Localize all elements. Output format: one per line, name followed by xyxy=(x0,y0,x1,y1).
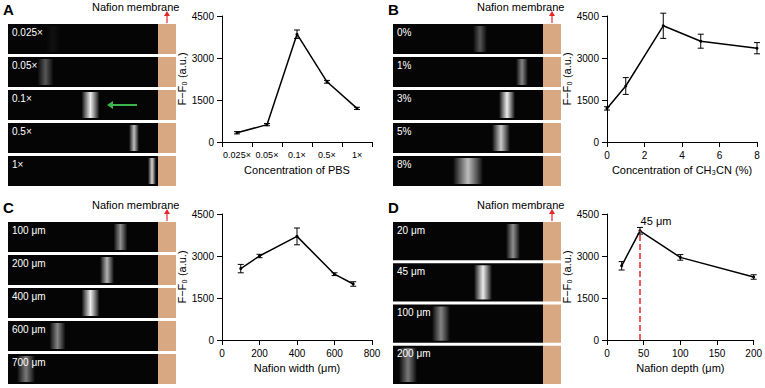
svg-text:1500: 1500 xyxy=(192,95,215,106)
svg-text:0%: 0% xyxy=(397,27,412,38)
svg-text:0: 0 xyxy=(208,335,214,346)
svg-text:50: 50 xyxy=(638,348,650,359)
svg-text:1×: 1× xyxy=(352,150,362,160)
svg-text:D: D xyxy=(388,199,399,216)
svg-text:1×: 1× xyxy=(12,159,24,170)
svg-text:8%: 8% xyxy=(397,159,412,170)
svg-text:F−F₀ (a.u.): F−F₀ (a.u.) xyxy=(561,52,573,105)
svg-text:F−F₀ (a.u.): F−F₀ (a.u.) xyxy=(176,250,188,303)
svg-text:5%: 5% xyxy=(397,126,412,137)
svg-text:Nafion width (μm): Nafion width (μm) xyxy=(254,362,340,374)
svg-text:45 μm: 45 μm xyxy=(397,266,425,277)
svg-text:0: 0 xyxy=(604,150,610,161)
svg-text:0: 0 xyxy=(219,348,225,359)
svg-text:800: 800 xyxy=(364,348,381,359)
svg-text:A: A xyxy=(3,1,14,18)
svg-text:3000: 3000 xyxy=(192,251,215,262)
svg-text:Nafion membrane: Nafion membrane xyxy=(92,1,179,13)
svg-text:0.025×: 0.025× xyxy=(223,150,251,160)
svg-text:1500: 1500 xyxy=(577,95,600,106)
svg-text:C: C xyxy=(3,199,14,216)
svg-text:700 μm: 700 μm xyxy=(12,357,46,368)
svg-text:0.1×: 0.1× xyxy=(288,150,306,160)
svg-text:3%: 3% xyxy=(397,93,412,104)
svg-text:400 μm: 400 μm xyxy=(12,291,46,302)
svg-text:Nafion depth (μm): Nafion depth (μm) xyxy=(636,362,724,374)
svg-text:100 μm: 100 μm xyxy=(397,307,431,318)
svg-text:1500: 1500 xyxy=(192,293,215,304)
svg-text:0.025×: 0.025× xyxy=(12,27,43,38)
svg-text:1%: 1% xyxy=(397,60,412,71)
svg-text:600 μm: 600 μm xyxy=(12,324,46,335)
svg-text:8: 8 xyxy=(754,150,760,161)
svg-text:4500: 4500 xyxy=(192,11,215,22)
svg-text:45 μm: 45 μm xyxy=(641,215,672,227)
svg-text:2: 2 xyxy=(642,150,648,161)
svg-text:4500: 4500 xyxy=(577,209,600,220)
svg-text:3000: 3000 xyxy=(192,53,215,64)
svg-text:150: 150 xyxy=(709,348,726,359)
svg-text:3000: 3000 xyxy=(577,251,600,262)
svg-text:200: 200 xyxy=(745,348,762,359)
svg-text:400: 400 xyxy=(289,348,306,359)
svg-text:Concentration of CH₃CN (%): Concentration of CH₃CN (%) xyxy=(612,164,752,176)
svg-text:20 μm: 20 μm xyxy=(397,225,425,236)
svg-text:0: 0 xyxy=(593,137,599,148)
svg-text:Concentration of PBS: Concentration of PBS xyxy=(244,164,350,176)
svg-text:0: 0 xyxy=(208,137,214,148)
svg-text:0.1×: 0.1× xyxy=(12,93,32,104)
svg-text:100: 100 xyxy=(672,348,689,359)
svg-text:3000: 3000 xyxy=(577,53,600,64)
svg-text:4500: 4500 xyxy=(577,11,600,22)
svg-text:0.5×: 0.5× xyxy=(12,126,32,137)
svg-text:200 μm: 200 μm xyxy=(12,258,46,269)
svg-text:4: 4 xyxy=(679,150,685,161)
svg-text:6: 6 xyxy=(717,150,723,161)
svg-text:0: 0 xyxy=(593,335,599,346)
svg-text:1500: 1500 xyxy=(577,293,600,304)
svg-text:0.5×: 0.5× xyxy=(318,150,336,160)
svg-text:Nafion membrane: Nafion membrane xyxy=(477,199,564,211)
svg-text:F−F₀ (a.u.): F−F₀ (a.u.) xyxy=(176,52,188,105)
svg-text:0.05×: 0.05× xyxy=(12,60,37,71)
svg-text:100 μm: 100 μm xyxy=(12,225,46,236)
svg-text:Nafion membrane: Nafion membrane xyxy=(477,1,564,13)
svg-text:4500: 4500 xyxy=(192,209,215,220)
svg-text:200 μm: 200 μm xyxy=(397,348,431,359)
svg-text:B: B xyxy=(388,1,399,18)
svg-text:600: 600 xyxy=(326,348,343,359)
svg-text:0.05×: 0.05× xyxy=(256,150,279,160)
svg-text:F−F₀ (a.u.): F−F₀ (a.u.) xyxy=(561,250,573,303)
svg-text:0: 0 xyxy=(604,348,610,359)
svg-text:200: 200 xyxy=(251,348,268,359)
svg-text:Nafion membrane: Nafion membrane xyxy=(92,199,179,211)
